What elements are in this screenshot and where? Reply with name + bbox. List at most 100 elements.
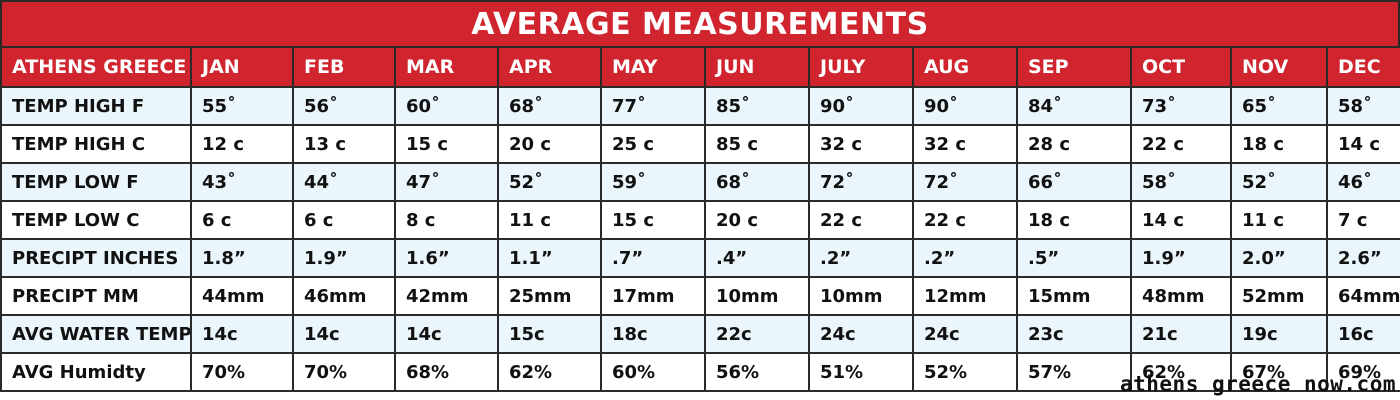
table-cell: 17mm xyxy=(600,276,706,316)
table-cell: 21c xyxy=(1130,314,1232,354)
table-cell: 60˚ xyxy=(394,86,499,126)
table-cell: 1.8” xyxy=(190,238,294,278)
table-cell: 12 c xyxy=(190,124,294,164)
table-cell: 42mm xyxy=(394,276,499,316)
table-cell: 52˚ xyxy=(497,162,602,202)
month-header: JULY xyxy=(808,46,914,88)
table-cell: 60% xyxy=(600,352,706,392)
table-cell: .4” xyxy=(704,238,810,278)
table-cell: 20 c xyxy=(497,124,602,164)
table-cell: 14c xyxy=(394,314,499,354)
table-cell: 2.0” xyxy=(1230,238,1328,278)
row-label: AVG WATER TEMPS xyxy=(0,314,192,354)
table-cell: 7 c xyxy=(1326,200,1400,240)
row-label: PRECIPT MM xyxy=(0,276,192,316)
table-cell: 66˚ xyxy=(1016,162,1132,202)
month-header: SEP xyxy=(1016,46,1132,88)
table-cell: 32 c xyxy=(808,124,914,164)
row-label: TEMP HIGH F xyxy=(0,86,192,126)
table-cell: 55˚ xyxy=(190,86,294,126)
table-cell: 73˚ xyxy=(1130,86,1232,126)
table-cell: 69% xyxy=(1326,352,1400,392)
table-cell: 14 c xyxy=(1130,200,1232,240)
table-cell: 72˚ xyxy=(808,162,914,202)
table-cell: 10mm xyxy=(808,276,914,316)
table-cell: 15mm xyxy=(1016,276,1132,316)
table-cell: 14c xyxy=(292,314,396,354)
row-label: AVG Humidty xyxy=(0,352,192,392)
table-title: AVERAGE MEASUREMENTS xyxy=(0,0,1400,46)
table-cell: 67% xyxy=(1230,352,1328,392)
row-label: TEMP LOW F xyxy=(0,162,192,202)
table-cell: 25mm xyxy=(497,276,602,316)
table-cell: 23c xyxy=(1016,314,1132,354)
table-cell: 12mm xyxy=(912,276,1018,316)
table-cell: 77˚ xyxy=(600,86,706,126)
month-header: FEB xyxy=(292,46,396,88)
month-header: NOV xyxy=(1230,46,1328,88)
table-cell: 68˚ xyxy=(704,162,810,202)
table-cell: 84˚ xyxy=(1016,86,1132,126)
source-credit: athens greece now.com xyxy=(1119,372,1396,396)
table-cell: 14 c xyxy=(1326,124,1400,164)
row-label: TEMP LOW C xyxy=(0,200,192,240)
table-cell: 13 c xyxy=(292,124,396,164)
table-cell: 19c xyxy=(1230,314,1328,354)
table-cell: 90˚ xyxy=(912,86,1018,126)
table-cell: 64mm xyxy=(1326,276,1400,316)
table-cell: 32 c xyxy=(912,124,1018,164)
table-cell: 58˚ xyxy=(1130,162,1232,202)
table-cell: 43˚ xyxy=(190,162,294,202)
table-cell: 18 c xyxy=(1016,200,1132,240)
table-cell: 1.1” xyxy=(497,238,602,278)
month-header: MAR xyxy=(394,46,499,88)
table-cell: 72˚ xyxy=(912,162,1018,202)
table-cell: 85 c xyxy=(704,124,810,164)
table-cell: 68˚ xyxy=(497,86,602,126)
month-header: OCT xyxy=(1130,46,1232,88)
table-cell: 1.9” xyxy=(292,238,396,278)
header-row: ATHENS GREECE JAN FEB MAR APR MAY JUN JU… xyxy=(0,46,1400,88)
table-cell: 46mm xyxy=(292,276,396,316)
table-cell: 25 c xyxy=(600,124,706,164)
table-cell: 15 c xyxy=(600,200,706,240)
table-cell: 22 c xyxy=(1130,124,1232,164)
table-cell: .2” xyxy=(808,238,914,278)
table-cell: 6 c xyxy=(190,200,294,240)
table-row: TEMP LOW F 43˚ 44˚ 47˚ 52˚ 59˚ 68˚ 72˚ 72˚ 66˚ 58˚… xyxy=(0,162,1400,202)
table-cell: 56% xyxy=(704,352,810,392)
table-cell: 51% xyxy=(808,352,914,392)
table-cell: 85˚ xyxy=(704,86,810,126)
table-cell: .5” xyxy=(1016,238,1132,278)
table-row: PRECIPT INCHES 1.8” 1.9” 1.6” 1.1” .7” .4” .2”.… xyxy=(0,238,1400,278)
table-cell: 15 c xyxy=(394,124,499,164)
table-row: TEMP HIGH F 55˚ 56˚ 60˚ 68˚ 77˚ 85˚ 90˚ 90˚ 84˚ 73… xyxy=(0,86,1400,126)
table-cell: 22 c xyxy=(808,200,914,240)
table-cell: 6 c xyxy=(292,200,396,240)
table-cell: 22c xyxy=(704,314,810,354)
table-cell: 65˚ xyxy=(1230,86,1328,126)
table-cell: 47˚ xyxy=(394,162,499,202)
table-cell: 57% xyxy=(1016,352,1132,392)
table-cell: 59˚ xyxy=(600,162,706,202)
table-cell: .2” xyxy=(912,238,1018,278)
table-cell: 22 c xyxy=(912,200,1018,240)
table-cell: 14c xyxy=(190,314,294,354)
month-header: JAN xyxy=(190,46,294,88)
row-label: TEMP HIGH C xyxy=(0,124,192,164)
table-cell: 24c xyxy=(912,314,1018,354)
table-cell: 1.6” xyxy=(394,238,499,278)
month-header: MAY xyxy=(600,46,706,88)
table-cell: 52˚ xyxy=(1230,162,1328,202)
row-label: PRECIPT INCHES xyxy=(0,238,192,278)
table-cell: 56˚ xyxy=(292,86,396,126)
table-cell: 1.9” xyxy=(1130,238,1232,278)
table-cell: 90˚ xyxy=(808,86,914,126)
table-cell: 70% xyxy=(190,352,294,392)
table-cell: 70% xyxy=(292,352,396,392)
table-cell: 62% xyxy=(497,352,602,392)
table-cell: 48mm xyxy=(1130,276,1232,316)
